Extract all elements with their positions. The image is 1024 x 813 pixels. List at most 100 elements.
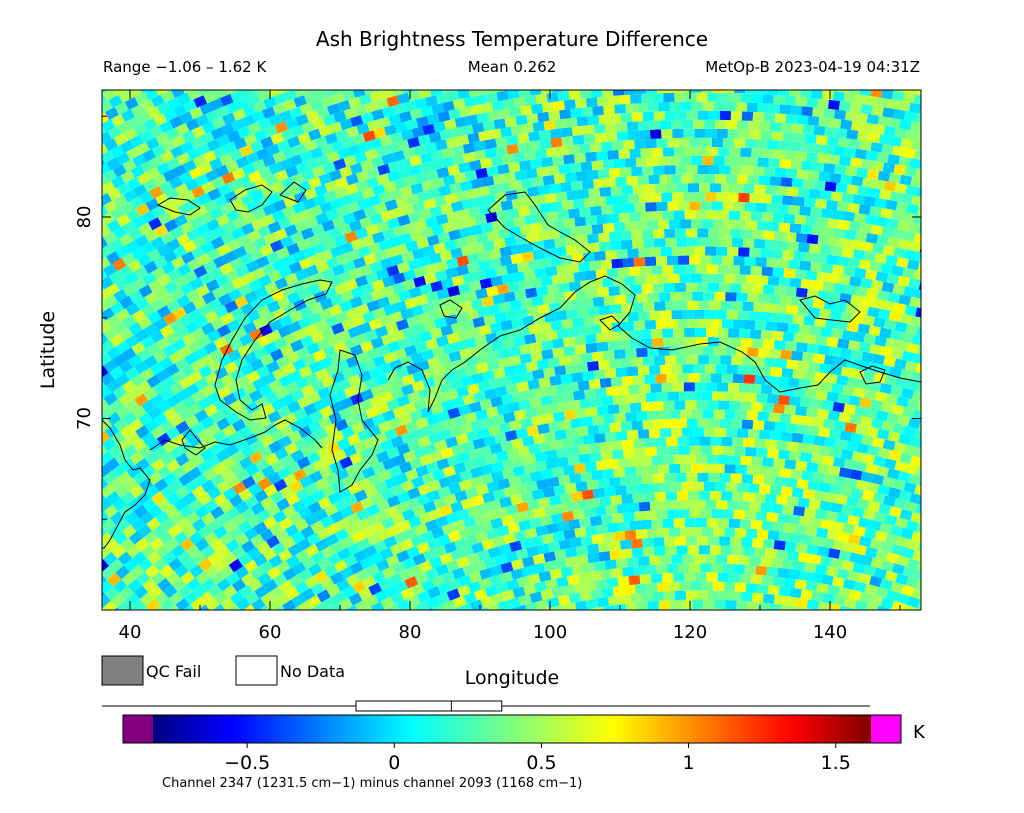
swath-cell	[216, 417, 231, 431]
swath-cell	[102, 118, 116, 133]
swath-cell	[911, 531, 921, 543]
swath-cell	[121, 252, 136, 266]
swath-cell	[177, 202, 192, 216]
swath-cell	[922, 198, 935, 209]
swath-cell	[796, 169, 809, 180]
swath-cell	[113, 288, 128, 303]
swath-cell	[288, 430, 302, 444]
swath-cell	[404, 174, 418, 187]
swath-cell	[347, 69, 360, 81]
swath-cell	[474, 334, 488, 347]
swath-cell	[485, 92, 498, 104]
swath-cell	[315, 368, 329, 381]
swath-cell	[715, 119, 727, 129]
swath-cell	[822, 144, 834, 155]
swath-cell	[328, 169, 343, 182]
swath-cell	[738, 247, 750, 257]
swath-cell	[240, 90, 254, 99]
swath-cell	[558, 474, 571, 486]
swath-cell	[717, 518, 730, 528]
swath-cell	[882, 439, 896, 451]
swath-cell	[246, 200, 261, 214]
swath-cell	[395, 501, 410, 514]
range-label: Range −1.06 – 1.62 K	[103, 58, 267, 76]
swath-cell	[793, 332, 806, 343]
colorbar-tick-label: 0.5	[526, 752, 556, 774]
swath-cell	[262, 311, 277, 325]
swath-cell	[387, 292, 401, 305]
swath-cell	[468, 401, 482, 413]
swath-cell	[876, 465, 890, 477]
swath-cell	[422, 245, 436, 257]
swath-cell	[314, 508, 329, 522]
swath-cell	[257, 225, 272, 238]
swath-cell	[142, 578, 157, 593]
swath-cell	[456, 70, 469, 81]
swath-cell	[689, 563, 701, 573]
swath-cell	[138, 557, 153, 572]
swath-cell	[488, 248, 502, 260]
swath-cell	[481, 295, 495, 308]
swath-cell	[298, 257, 313, 270]
swath-cell	[309, 301, 324, 315]
swath-cell	[933, 595, 947, 607]
swath-cell	[923, 573, 936, 585]
swath-cell	[514, 604, 527, 610]
swath-cell	[786, 496, 799, 507]
swath-cell	[799, 205, 812, 217]
swath-cell	[541, 156, 554, 168]
swath-cell	[682, 554, 694, 564]
swath-cell	[460, 497, 474, 510]
swath-cell	[536, 478, 549, 490]
swath-cell	[318, 172, 332, 185]
swath-cell	[878, 308, 891, 320]
swath-cell	[512, 271, 525, 283]
swath-cell	[470, 104, 483, 116]
swath-cell	[919, 246, 921, 253]
swath-cell	[491, 461, 505, 473]
swath-cell	[898, 294, 912, 306]
swath-cell	[711, 563, 723, 573]
swath-cell	[216, 134, 231, 147]
swath-cell	[746, 410, 759, 421]
swath-cell	[745, 274, 758, 285]
swath-cell	[274, 169, 289, 182]
swath-cell	[191, 389, 206, 404]
swath-cell	[381, 153, 395, 165]
swath-cell	[646, 528, 659, 539]
swath-cell	[586, 543, 600, 555]
swath-cell	[582, 252, 595, 263]
swath-cell	[849, 552, 863, 564]
swath-cell	[388, 465, 403, 478]
swath-cell	[739, 75, 750, 84]
swath-cell	[333, 341, 347, 354]
swath-cell	[428, 131, 442, 143]
swath-cell	[535, 212, 548, 224]
swath-cell	[368, 318, 382, 331]
swath-cell	[276, 246, 290, 260]
swath-cell	[220, 373, 235, 387]
swath-cell	[386, 446, 400, 459]
swath-cell	[426, 113, 440, 125]
swath-cell	[147, 550, 162, 565]
swath-cell	[298, 316, 312, 329]
swath-cell	[350, 286, 365, 299]
swath-cell	[714, 481, 727, 492]
swath-cell	[782, 131, 795, 142]
swath-cell	[326, 615, 340, 628]
swath-cell	[860, 103, 873, 115]
swath-cell	[576, 307, 589, 318]
swath-cell	[689, 255, 701, 265]
swath-cell	[773, 594, 786, 605]
swath-cell	[874, 391, 888, 403]
swath-cell	[534, 460, 548, 472]
swath-cell	[623, 139, 635, 150]
swath-cell	[515, 427, 529, 439]
swath-cell	[519, 343, 532, 355]
swath-cell	[840, 174, 853, 185]
swath-cell	[132, 551, 147, 565]
swath-cell	[709, 355, 721, 365]
swath-cell	[441, 90, 453, 94]
swath-cell	[346, 512, 361, 526]
swath-cell	[747, 175, 760, 185]
